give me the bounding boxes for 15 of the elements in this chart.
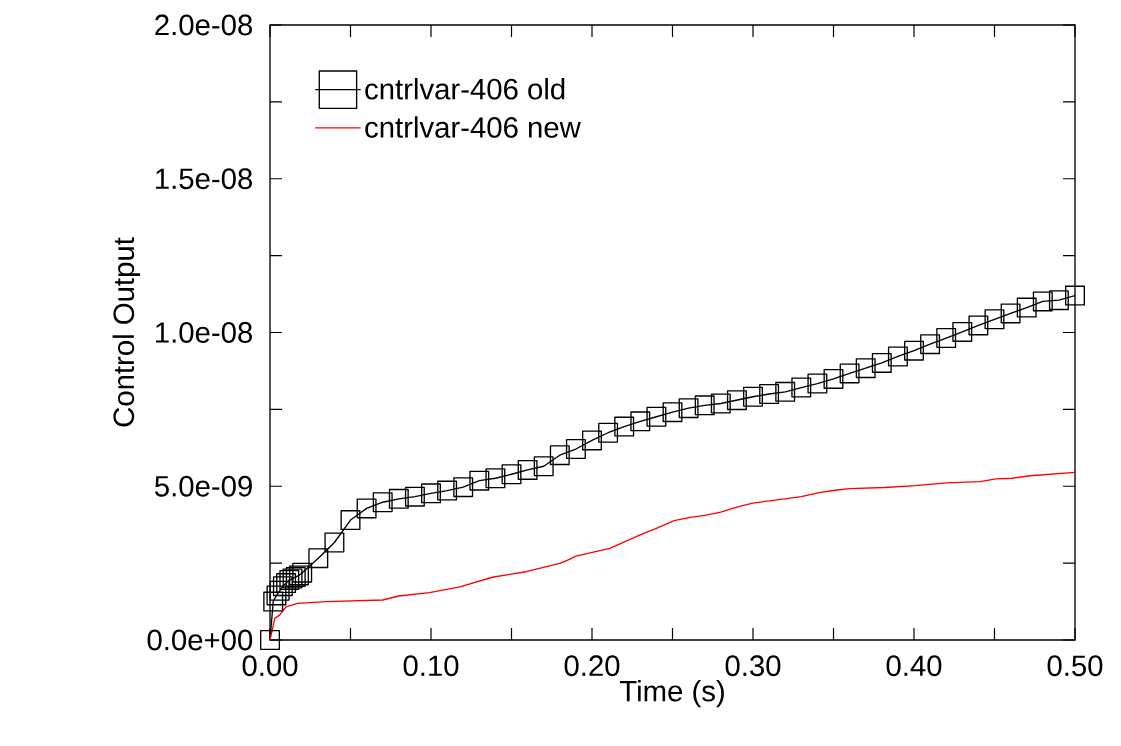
x-tick-label: 0.30 [725, 655, 781, 677]
y-tick-label: 0.0e+00 [147, 629, 253, 651]
y-axis-title: Control Output [112, 237, 140, 427]
x-tick-label: 0.50 [1047, 655, 1103, 677]
x-tick-label: 0.10 [403, 655, 459, 677]
x-tick-label: 0.40 [886, 655, 942, 677]
x-tick-label: 0.00 [242, 655, 298, 677]
legend-label: cntrlvar-406 new [365, 116, 581, 138]
y-tick-label: 1.5e-08 [156, 168, 252, 190]
y-tick-label: 2.0e-08 [155, 14, 252, 36]
x-tick-label: 0.20 [564, 655, 620, 677]
y-tick-label: 5.0e-09 [154, 475, 252, 497]
x-axis-title: Time (s) [619, 679, 724, 708]
legend-label: cntrlvar-406 old [365, 78, 565, 100]
y-tick-label: 1.0e-08 [156, 322, 252, 343]
